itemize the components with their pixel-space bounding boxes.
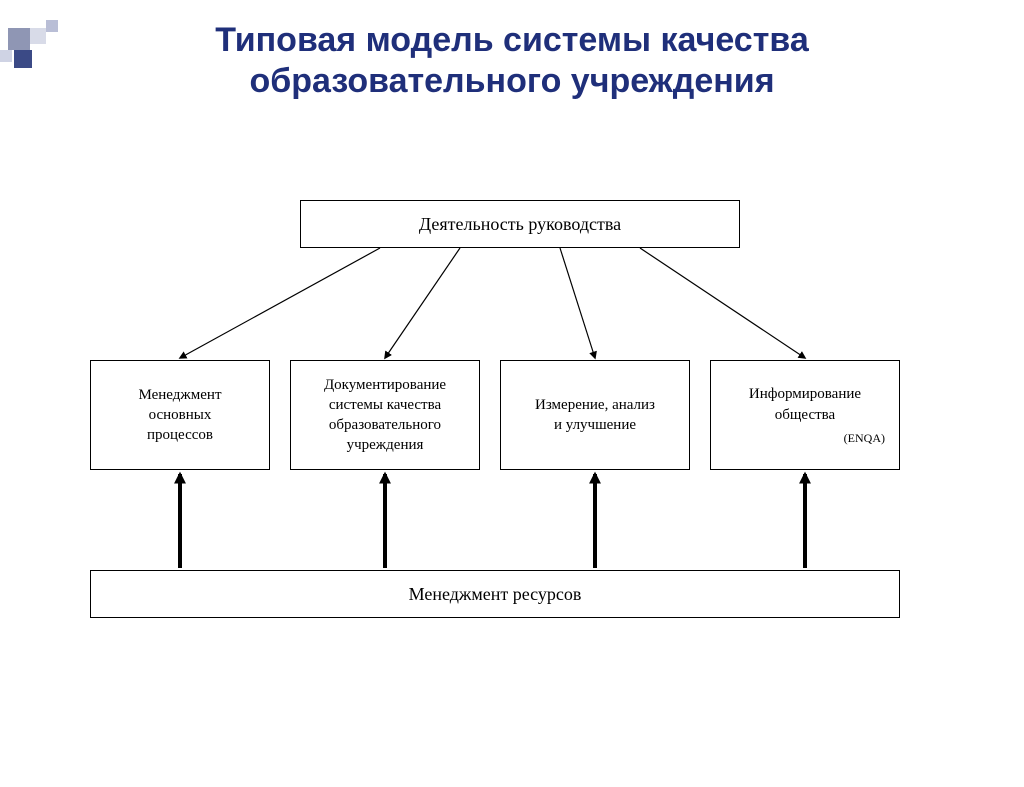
node-n4: Информированиеобщества (ENQA) [710,360,900,470]
arrow [180,248,380,358]
arrow [385,248,460,358]
flowchart: Деятельность руководства Менеджментосновн… [0,190,1024,750]
node-sublabel: (ENQA) [844,431,893,446]
node-bottom: Менеджмент ресурсов [90,570,900,618]
arrow [640,248,805,358]
node-n2: Документированиесистемы качестваобразова… [290,360,480,470]
title-line-2: образовательного учреждения [249,62,774,100]
node-label: Менеджментосновныхпроцессов [138,385,221,446]
arrow [560,248,595,358]
deco-square [8,28,30,50]
node-label: Документированиесистемы качестваобразова… [324,375,446,456]
node-n3: Измерение, анализи улучшение [500,360,690,470]
title-line-1: Типовая модель системы качества [215,21,808,59]
page-title: Типовая модель системы качества образова… [0,20,1024,102]
corner-decoration [0,20,100,80]
node-label: Менеджмент ресурсов [409,582,582,606]
deco-square [30,28,46,44]
node-label: Информированиеобщества [749,384,861,425]
node-n1: Менеджментосновныхпроцессов [90,360,270,470]
node-top: Деятельность руководства [300,200,740,248]
node-label: Измерение, анализи улучшение [535,395,655,436]
arrows-layer [0,190,1024,750]
node-label: Деятельность руководства [419,212,621,236]
deco-square [46,20,58,32]
deco-square [14,50,32,68]
deco-square [0,50,12,62]
